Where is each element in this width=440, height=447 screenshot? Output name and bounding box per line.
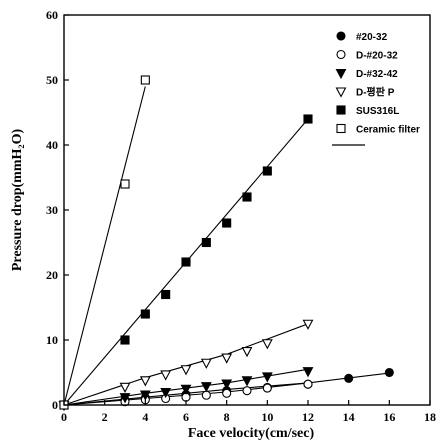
legend-marker-1 — [336, 31, 346, 41]
data-point-series-2 — [262, 383, 272, 393]
y-tick-label: 10 — [46, 333, 58, 347]
fit-line-series-6 — [63, 86, 146, 406]
x-tick-label: 18 — [424, 410, 436, 424]
data-point-series-3 — [261, 372, 273, 383]
data-point-series-2 — [201, 390, 211, 400]
x-tick-label: 10 — [261, 410, 273, 424]
legend-label-1: #20-32 — [356, 32, 388, 43]
x-tick-label: 12 — [302, 410, 314, 424]
data-point-series-5 — [140, 309, 150, 319]
data-point-series-5 — [181, 257, 191, 267]
x-axis-title: Face velocity(cm/sec) — [188, 426, 315, 441]
data-point-series-3 — [180, 384, 192, 395]
x-tick-label: 4 — [142, 410, 148, 424]
data-point-series-5 — [303, 114, 313, 124]
legend: #20-32 D-#20-32 D-#32-42 D-평판 P SUS316L Ceram… — [332, 31, 420, 146]
legend-label-6: Ceramic filter — [356, 125, 420, 136]
data-point-series-5 — [161, 289, 171, 300]
data-point-series-6 — [140, 75, 150, 85]
data-point-series-3 — [302, 367, 314, 378]
data-point-series-1 — [384, 367, 394, 378]
y-tick-label: 50 — [46, 73, 58, 87]
legend-label-4: D-평판 P — [356, 86, 395, 99]
data-point-series-4 — [261, 339, 273, 350]
legend-marker-6 — [336, 123, 346, 134]
data-point-series-2 — [303, 379, 313, 389]
y-tick-label: 60 — [46, 8, 58, 22]
data-point-series-4 — [221, 353, 233, 364]
data-point-series-1 — [344, 373, 354, 383]
legend-marker-2 — [336, 49, 346, 60]
data-point-series-5 — [262, 166, 272, 176]
data-point-series-4 — [119, 382, 131, 393]
data-point-series-2 — [242, 386, 252, 396]
data-point-series-3 — [160, 387, 172, 399]
data-point-series-5 — [201, 237, 211, 248]
legend-marker-5 — [336, 105, 346, 115]
data-point-series-3 — [200, 382, 212, 393]
y-tick-label: 20 — [46, 268, 58, 282]
data-point-series-4 — [200, 358, 212, 369]
y-tick-label: 0 — [52, 398, 58, 412]
x-tick-label: 6 — [183, 410, 189, 424]
data-point-series-4 — [180, 365, 192, 376]
data-point-series-4 — [302, 319, 314, 330]
y-tick-label: 40 — [46, 138, 58, 152]
y-tick-label: 30 — [46, 203, 58, 217]
data-point-series-5 — [120, 335, 130, 345]
legend-label-2: D-#20-32 — [356, 51, 398, 62]
data-point-series-4 — [241, 346, 253, 358]
legend-marker-3 — [335, 68, 347, 80]
x-tick-label: 14 — [343, 410, 355, 424]
legend-label-3: D-#32-42 — [356, 69, 398, 80]
data-point-series-3 — [241, 376, 253, 387]
y-axis-title: Pressure drop(mmH₂O) — [10, 129, 25, 272]
data-point-series-3 — [119, 393, 131, 404]
legend-label-5: SUS316L — [356, 106, 399, 117]
data-point-series-5 — [222, 218, 232, 228]
x-tick-label: 8 — [224, 410, 230, 424]
data-point-series-2 — [222, 388, 232, 398]
x-tick-label: 2 — [102, 410, 108, 424]
data-point-series-6 — [120, 179, 130, 189]
x-tick-label: 0 — [61, 410, 67, 424]
data-point-series-4 — [139, 376, 151, 387]
data-point-series-4 — [160, 370, 172, 381]
data-point-series-3 — [139, 390, 151, 401]
x-tick-label: 16 — [383, 410, 395, 424]
legend-marker-4 — [335, 87, 347, 98]
axes: 0 2 4 6 8 10 12 14 16 18 0 10 20 30 40 50 60 — [46, 8, 436, 424]
data-point-series-3 — [221, 379, 233, 390]
data-point-series-5 — [242, 192, 252, 202]
